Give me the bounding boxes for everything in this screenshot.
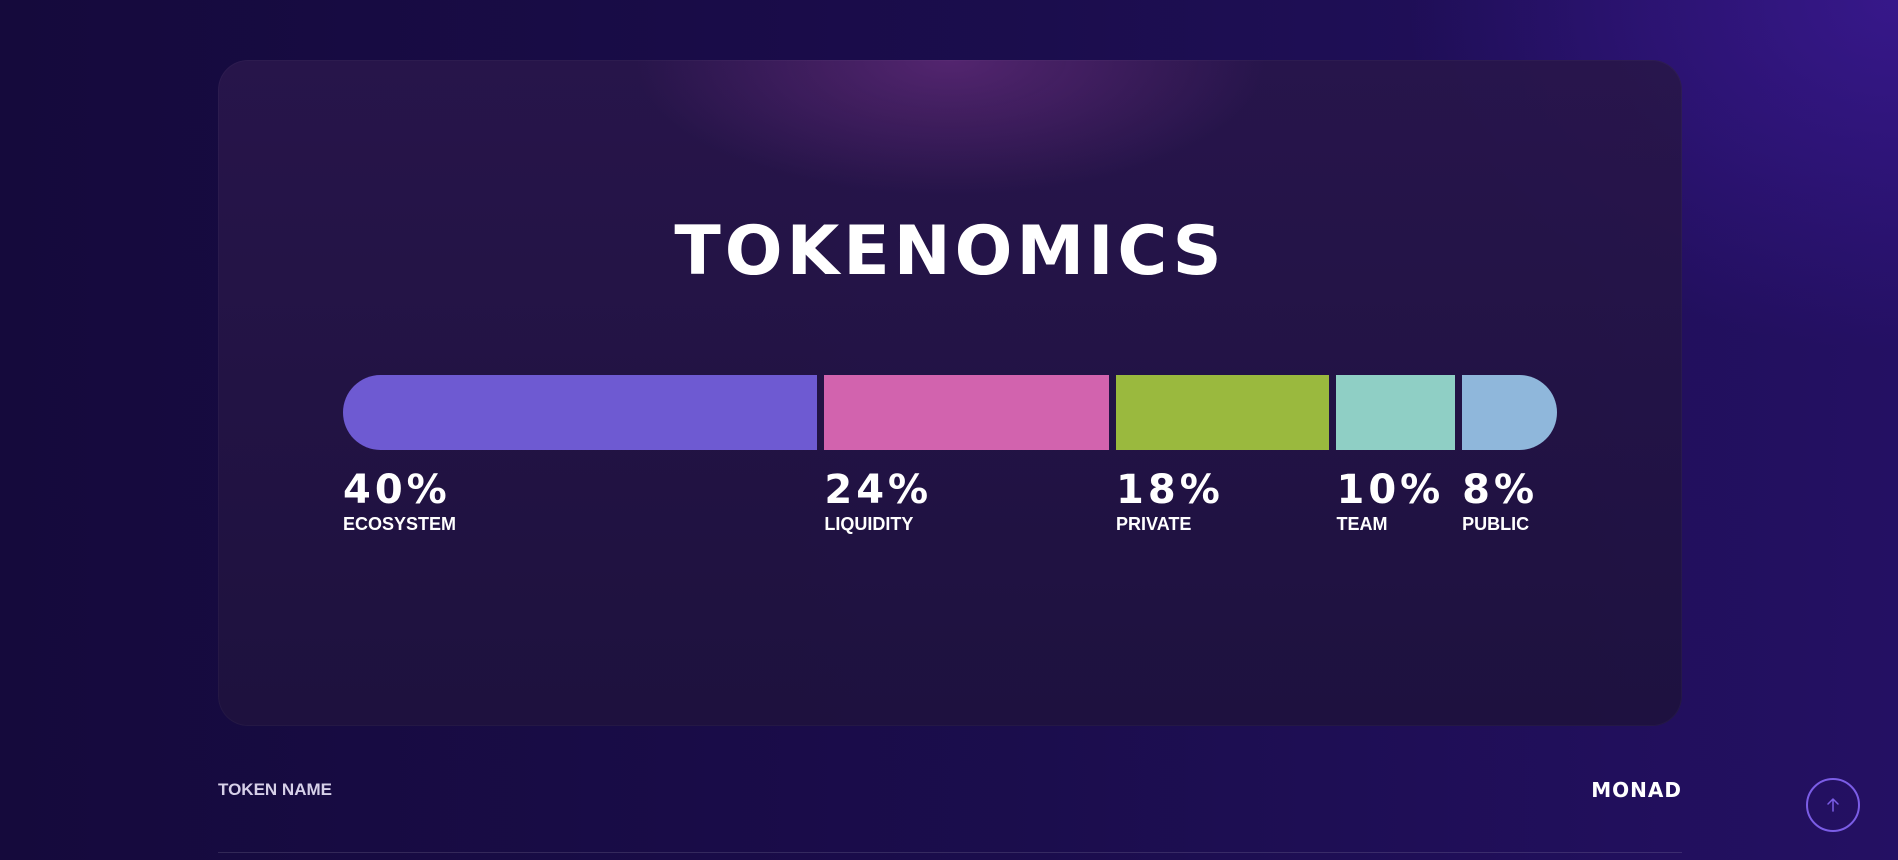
segment-label-ecosystem: 40% ECOSYSTEM — [343, 470, 456, 533]
bar-segment-ecosystem — [343, 375, 818, 450]
allocation-bar — [343, 375, 1557, 450]
token-name-row: TOKEN NAME MONAD — [218, 770, 1682, 853]
bar-segment-liquidity — [824, 375, 1110, 450]
segment-percent: 40% — [343, 467, 451, 513]
segment-category: ECOSYSTEM — [343, 514, 457, 534]
segment-percent: 10% — [1336, 467, 1445, 513]
bar-segment-public — [1462, 375, 1557, 450]
arrow-up-icon — [1827, 798, 1839, 812]
segment-label-liquidity: 24% LIQUIDITY — [824, 470, 932, 533]
segment-percent: 8% — [1462, 467, 1539, 513]
segment-category: PUBLIC — [1462, 514, 1530, 534]
bar-segment-private — [1116, 375, 1330, 450]
token-name-value: MONAD — [1591, 778, 1682, 802]
segment-label-private: 18% PRIVATE — [1116, 470, 1224, 533]
segment-label-team: 10% TEAM — [1337, 470, 1445, 533]
segment-percent: 24% — [824, 467, 933, 513]
section-title: TOKENOMICS — [674, 212, 1226, 291]
segment-category: PRIVATE — [1116, 514, 1192, 534]
token-name-label: TOKEN NAME — [218, 780, 332, 799]
segment-category: TEAM — [1336, 514, 1388, 534]
scroll-to-top-button[interactable] — [1806, 778, 1860, 832]
segment-percent: 18% — [1116, 467, 1224, 513]
tokenomics-card: TOKENOMICS 40% ECOSYSTEM 24% LIQUIDITY 18% PR… — [218, 60, 1682, 726]
allocation-labels: 40% ECOSYSTEM 24% LIQUIDITY 18% PRIVATE 10% TEA… — [343, 470, 1557, 550]
segment-label-public: 8% PUBLIC — [1462, 470, 1538, 533]
bar-segment-team — [1336, 375, 1456, 450]
segment-category: LIQUIDITY — [824, 514, 914, 534]
